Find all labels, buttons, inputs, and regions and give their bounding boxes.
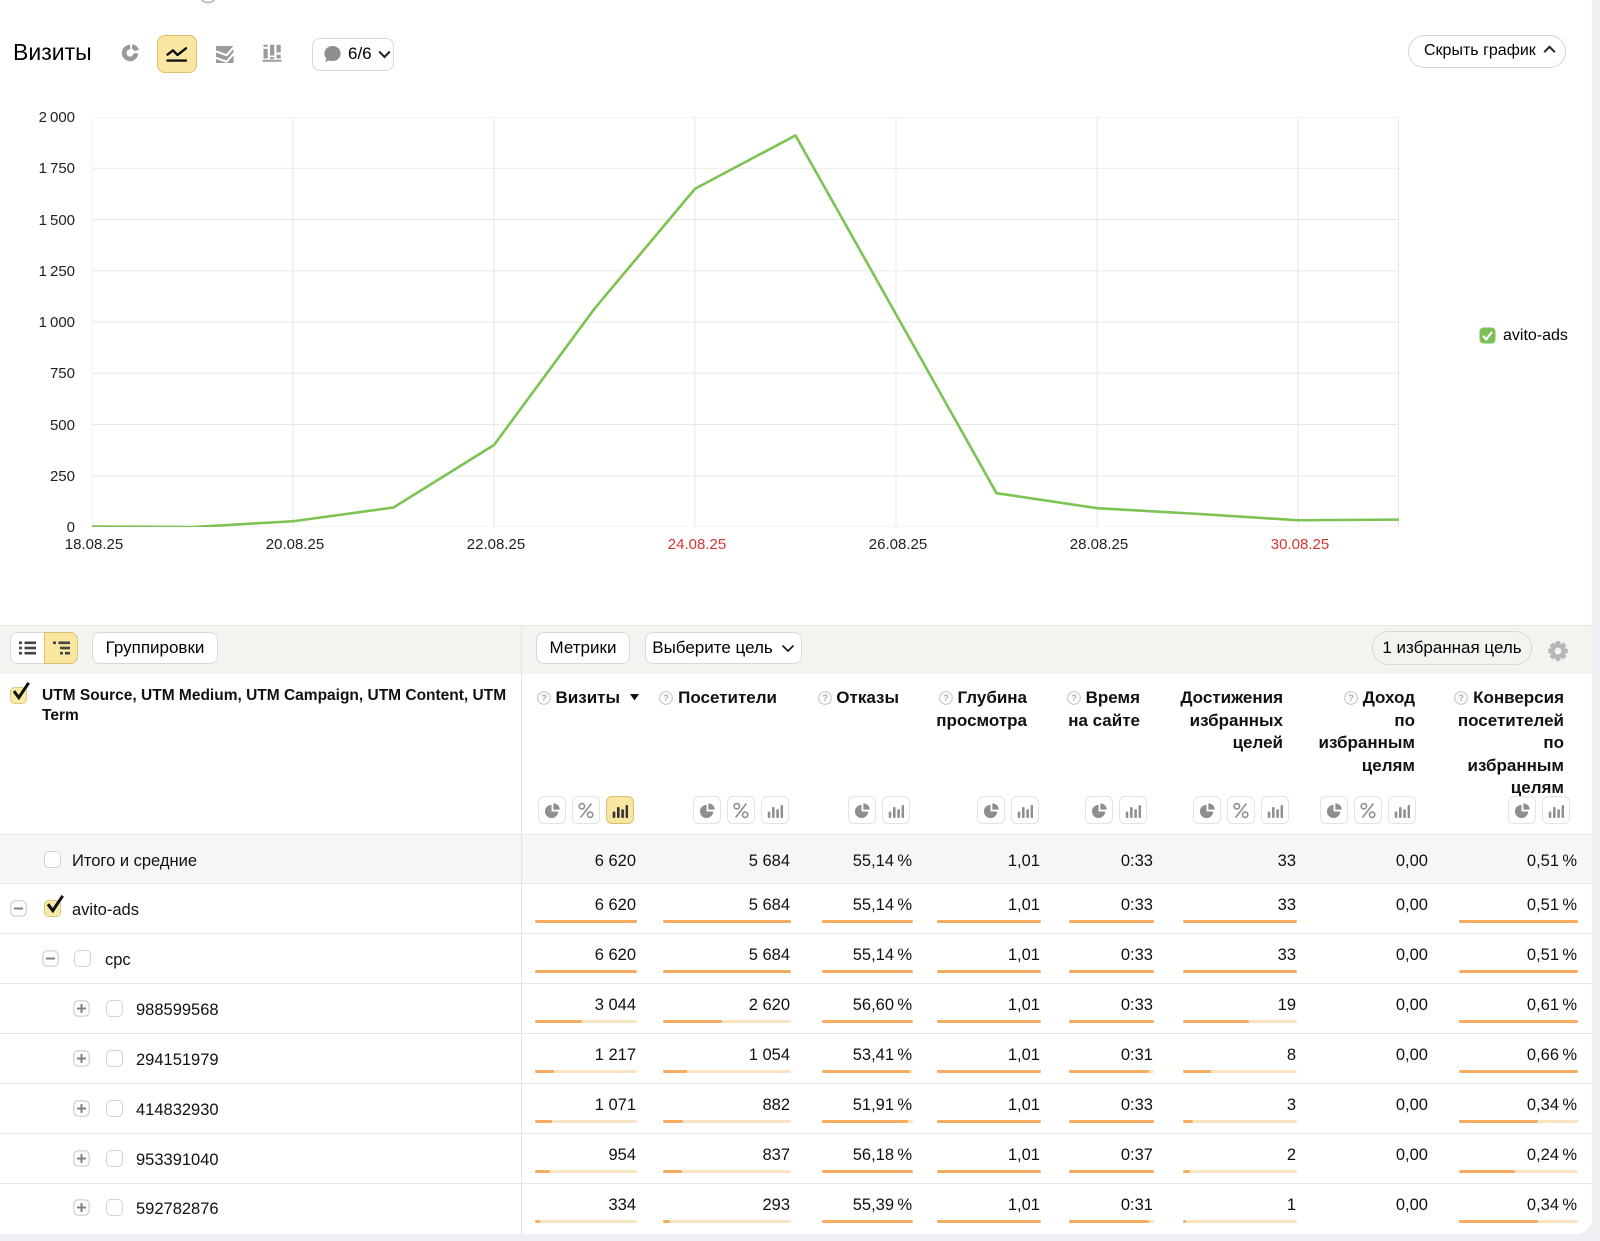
svg-text:?: ? — [1348, 693, 1354, 703]
svg-text:?: ? — [541, 693, 547, 703]
svg-text:?: ? — [1071, 693, 1077, 703]
svg-text:?: ? — [1459, 693, 1465, 703]
svg-text:?: ? — [664, 693, 670, 703]
svg-text:?: ? — [943, 693, 949, 703]
svg-text:?: ? — [822, 693, 828, 703]
